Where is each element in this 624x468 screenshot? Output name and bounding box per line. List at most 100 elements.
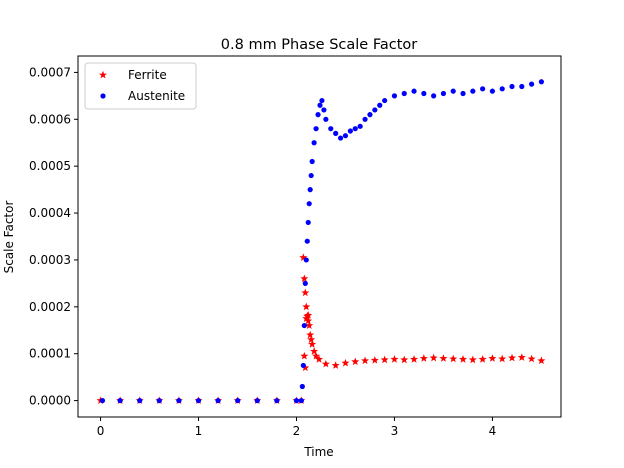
austenite-point xyxy=(254,397,260,404)
austenite-point xyxy=(99,397,106,404)
austenite-point xyxy=(401,90,407,97)
y-tick-label: 0.0006 xyxy=(29,112,71,126)
austenite-point xyxy=(274,397,280,404)
data-points xyxy=(96,79,546,404)
ferrite-point xyxy=(390,355,399,363)
y-tick-label: 0.0000 xyxy=(29,394,71,408)
austenite-point xyxy=(235,397,241,404)
legend-label: Ferrite xyxy=(128,68,167,82)
legend-box xyxy=(84,62,197,110)
austenite-point xyxy=(304,238,310,244)
austenite-point xyxy=(499,86,505,92)
austenite-point xyxy=(377,102,383,108)
ferrite-point xyxy=(498,354,507,363)
austenite-point xyxy=(450,88,456,94)
austenite-point xyxy=(372,107,378,113)
ferrite-point xyxy=(429,353,438,362)
austenite-point xyxy=(347,128,353,134)
ferrite-point xyxy=(527,354,536,363)
austenite-point xyxy=(489,88,496,94)
y-tick-label: 0.0005 xyxy=(29,159,71,173)
austenite-point xyxy=(538,79,545,85)
austenite-point xyxy=(328,126,334,132)
ferrite-point xyxy=(321,359,330,368)
ferrite-point xyxy=(299,253,308,261)
austenite-point xyxy=(313,126,319,132)
austenite-point xyxy=(317,102,323,108)
austenite-point xyxy=(156,397,162,404)
ferrite-point xyxy=(300,351,309,360)
ferrite-point xyxy=(331,361,340,369)
legend-marker-ferrite xyxy=(99,70,107,79)
y-axis-label: Scale Factor xyxy=(2,201,16,274)
ferrite-point xyxy=(301,288,310,297)
x-tick-label: 0 xyxy=(97,424,105,438)
austenite-point xyxy=(431,93,437,99)
legend-label: Austenite xyxy=(128,89,185,103)
ferrite-point xyxy=(439,354,448,362)
ferrite-point xyxy=(537,356,546,365)
y-axis: 0.0000 0.0001 0.0002 0.0003 0.0004 0.0005 0.00… xyxy=(29,65,78,408)
ferrite-point xyxy=(300,274,309,283)
ferrite-point xyxy=(419,354,428,362)
y-tick-label: 0.0004 xyxy=(29,206,71,220)
austenite-point xyxy=(302,280,308,286)
x-axis: 0 1 2 3 4 xyxy=(97,417,496,438)
legend: Ferrite Austenite xyxy=(84,62,197,110)
x-tick-label: 3 xyxy=(391,424,399,438)
ferrite-point xyxy=(380,355,389,364)
austenite-point xyxy=(460,90,466,97)
austenite-point xyxy=(303,257,309,263)
ferrite-point xyxy=(449,354,458,363)
ferrite-point xyxy=(302,302,311,311)
ferrite-point xyxy=(305,321,314,329)
ferrite-point xyxy=(361,356,370,365)
chart-title: 0.8 mm Phase Scale Factor xyxy=(221,37,417,53)
ferrite-point xyxy=(312,351,321,360)
y-tick-label: 0.0007 xyxy=(29,65,71,79)
y-tick-label: 0.0001 xyxy=(29,347,71,361)
y-tick-label: 0.0002 xyxy=(29,300,71,314)
austenite-point xyxy=(440,90,447,97)
austenite-point xyxy=(305,219,311,226)
austenite-point xyxy=(308,172,314,179)
ferrite-point xyxy=(400,355,409,364)
austenite-point xyxy=(311,140,317,146)
austenite-point xyxy=(309,158,315,165)
ferrite-point xyxy=(306,330,315,339)
austenite-point xyxy=(293,397,300,404)
austenite-point xyxy=(299,383,305,390)
ferrite-point xyxy=(468,355,477,364)
austenite-point xyxy=(529,81,535,87)
ferrite-point xyxy=(478,355,487,363)
legend-marker-austenite xyxy=(100,93,106,99)
austenite-point xyxy=(391,93,398,99)
ferrite-point xyxy=(307,335,316,344)
ferrite-point xyxy=(508,353,517,362)
ferrite-point xyxy=(308,340,317,348)
austenite-point xyxy=(215,397,221,404)
austenite-point xyxy=(357,123,363,129)
ferrite-point xyxy=(304,311,313,319)
austenite-point xyxy=(319,97,325,104)
austenite-point xyxy=(470,88,476,94)
x-axis-label: Time xyxy=(303,445,333,459)
austenite-point xyxy=(137,397,143,404)
y-tick-label: 0.0003 xyxy=(29,253,71,267)
austenite-point xyxy=(195,397,202,404)
austenite-point xyxy=(337,135,344,141)
austenite-point xyxy=(509,83,515,90)
ferrite-point xyxy=(410,355,419,363)
austenite-point xyxy=(421,90,427,97)
austenite-point xyxy=(117,397,123,404)
austenite-point xyxy=(382,97,388,104)
ferrite-point xyxy=(310,347,319,355)
austenite-point xyxy=(362,116,368,122)
austenite-point xyxy=(480,86,486,92)
austenite-point xyxy=(342,133,349,139)
plot-area xyxy=(77,55,562,418)
ferrite-point xyxy=(459,355,468,363)
austenite-point xyxy=(306,201,312,207)
austenite-point xyxy=(298,397,304,404)
